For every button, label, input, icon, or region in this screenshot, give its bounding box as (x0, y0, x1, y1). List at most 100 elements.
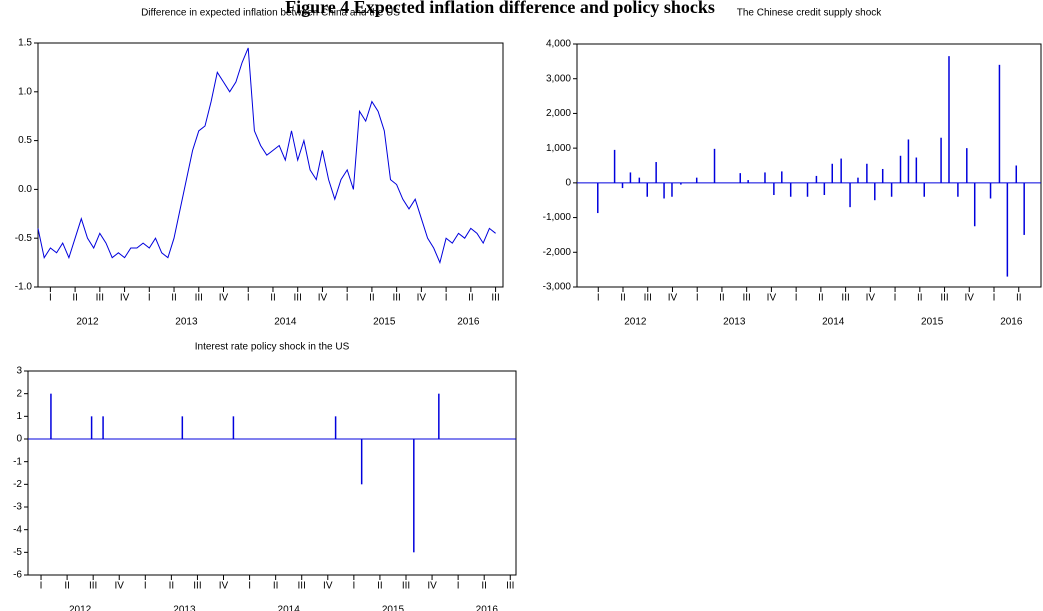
x-year-label: 2013 (175, 317, 198, 328)
y-tick-label: 0 (565, 177, 571, 188)
x-tick-label: III (841, 293, 849, 304)
y-tick-label: 3,000 (546, 73, 571, 84)
x-tick-label: IV (866, 293, 876, 304)
x-tick-label: II (620, 293, 626, 304)
x-tick-label: I (40, 581, 43, 592)
x-year-label: 2012 (69, 605, 92, 611)
x-tick-label: II (1016, 293, 1022, 304)
x-tick-label: II (818, 293, 824, 304)
y-tick-label: -1,000 (543, 212, 572, 223)
x-year-label: 2016 (457, 317, 480, 328)
x-tick-label: I (894, 293, 897, 304)
y-tick-label: 1.5 (18, 38, 32, 49)
x-tick-label: III (491, 293, 499, 304)
x-tick-label: II (719, 293, 725, 304)
x-tick-label: I (696, 293, 699, 304)
y-tick-label: 0.0 (18, 184, 32, 195)
y-tick-label: 1 (16, 411, 22, 422)
y-tick-label: 4,000 (546, 39, 571, 50)
x-tick-label: III (298, 581, 306, 592)
x-tick-label: I (597, 293, 600, 304)
x-tick-label: III (940, 293, 948, 304)
x-year-label: 2016 (1000, 317, 1023, 328)
y-tick-label: 2 (16, 388, 22, 399)
x-tick-label: I (49, 293, 52, 304)
x-tick-label: II (72, 293, 78, 304)
x-year-label: 2016 (476, 605, 499, 611)
plot-frame (576, 43, 1042, 288)
y-tick-label: -1 (13, 456, 22, 467)
x-tick-label: I (248, 581, 251, 592)
x-tick-label: III (392, 293, 400, 304)
y-tick-label: -1.0 (15, 282, 33, 293)
x-tick-label: I (144, 581, 147, 592)
x-tick-label: IV (219, 581, 229, 592)
x-tick-label: III (193, 581, 201, 592)
x-tick-label: II (64, 581, 70, 592)
y-tick-label: 0 (16, 434, 22, 445)
x-tick-label: III (644, 293, 652, 304)
x-tick-label: II (270, 293, 276, 304)
chart-title: The Chinese credit supply shock (737, 8, 883, 19)
y-tick-label: 1,000 (546, 143, 571, 154)
chart-title: Interest rate policy shock in the US (195, 342, 350, 353)
x-tick-label: IV (427, 581, 437, 592)
chart-title: Difference in expected inflation between… (141, 8, 400, 19)
y-tick-label: 1.0 (18, 86, 32, 97)
y-tick-label: -3 (13, 502, 22, 513)
x-tick-label: II (377, 581, 383, 592)
y-tick-label: -6 (13, 570, 22, 581)
x-tick-label: IV (115, 581, 125, 592)
y-tick-label: -5 (13, 547, 22, 558)
x-tick-label: I (148, 293, 151, 304)
y-tick-label: -2 (13, 479, 22, 490)
x-tick-label: III (195, 293, 203, 304)
x-tick-label: IV (668, 293, 678, 304)
x-tick-label: II (369, 293, 375, 304)
plot-frame (37, 42, 504, 288)
figure-title: Figure 4 Expected inflation difference a… (285, 0, 715, 17)
x-tick-label: III (402, 581, 410, 592)
x-tick-label: IV (318, 293, 328, 304)
x-year-label: 2012 (76, 317, 99, 328)
x-year-label: 2014 (278, 605, 301, 611)
x-year-label: 2015 (921, 317, 944, 328)
x-tick-label: IV (120, 293, 130, 304)
y-tick-label: -0.5 (15, 233, 33, 244)
x-tick-label: IV (323, 581, 333, 592)
plot-frame (27, 370, 517, 576)
x-tick-label: III (294, 293, 302, 304)
y-tick-label: -4 (13, 524, 22, 535)
x-year-label: 2015 (382, 605, 405, 611)
x-year-label: 2013 (723, 317, 746, 328)
x-tick-label: IV (767, 293, 777, 304)
x-tick-label: IV (965, 293, 975, 304)
y-tick-label: 2,000 (546, 108, 571, 119)
x-tick-label: III (89, 581, 97, 592)
x-tick-label: I (346, 293, 349, 304)
x-tick-label: II (273, 581, 279, 592)
x-tick-label: I (352, 581, 355, 592)
x-tick-label: I (993, 293, 996, 304)
y-tick-label: 0.5 (18, 135, 32, 146)
x-year-label: 2014 (822, 317, 845, 328)
x-tick-label: II (481, 581, 487, 592)
x-tick-label: II (917, 293, 923, 304)
x-tick-label: III (96, 293, 104, 304)
x-year-label: 2012 (624, 317, 647, 328)
x-tick-label: IV (417, 293, 427, 304)
y-tick-label: 3 (16, 366, 22, 377)
y-tick-label: -3,000 (543, 282, 572, 293)
x-tick-label: II (169, 581, 175, 592)
x-tick-label: III (506, 581, 514, 592)
y-tick-label: -2,000 (543, 247, 572, 258)
line (37, 47, 496, 265)
x-year-label: 2013 (173, 605, 196, 611)
x-tick-label: I (457, 581, 460, 592)
x-tick-label: I (795, 293, 798, 304)
x-tick-label: III (742, 293, 750, 304)
x-tick-label: II (171, 293, 177, 304)
x-tick-label: IV (219, 293, 229, 304)
x-year-label: 2014 (274, 317, 297, 328)
